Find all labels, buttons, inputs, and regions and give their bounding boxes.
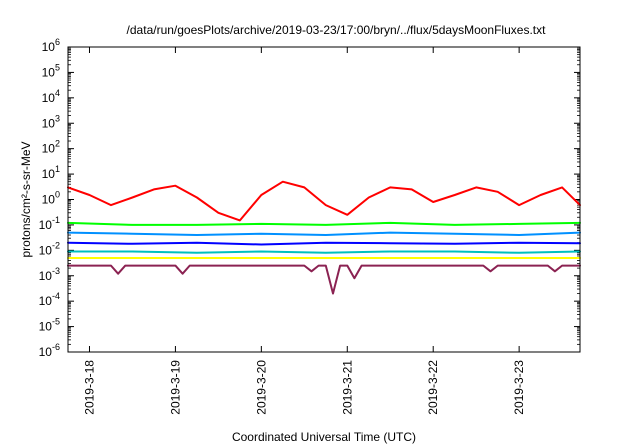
plot-frame: [67, 46, 581, 353]
y-tick-label: 106: [42, 37, 60, 54]
x-tick-label: 2019-3-20: [254, 360, 268, 415]
series-line-5: [67, 250, 581, 254]
y-tick-label: 10-1: [39, 215, 60, 232]
y-tick-label: 10-6: [39, 342, 60, 359]
y-axis-title: protons/cm²-s-sr-MeV: [19, 141, 33, 257]
y-tick-label: 10-3: [39, 266, 60, 283]
series-line-4: [67, 241, 581, 246]
y-tick-label: 103: [42, 113, 60, 130]
y-tick-label: 100: [42, 190, 60, 207]
series-line-2: [67, 221, 581, 226]
y-tick-label: 104: [42, 88, 60, 105]
y-tick-label: 10-2: [39, 240, 60, 257]
y-tick-label: 102: [42, 139, 60, 156]
series-line-3: [67, 231, 581, 236]
x-tick-label: 2019-3-22: [426, 360, 440, 415]
x-tick-label: 2019-3-23: [512, 360, 526, 415]
x-tick-label: 2019-3-21: [340, 360, 354, 415]
x-tick-label: 2019-3-19: [168, 360, 182, 415]
x-axis-title: Coordinated Universal Time (UTC): [232, 430, 416, 444]
x-tick-label: 2019-3-18: [82, 360, 96, 415]
series-line-1: [67, 180, 581, 222]
y-tick-label: 105: [42, 62, 60, 79]
series-line-7: [67, 264, 581, 295]
chart-title: /data/run/goesPlots/archive/2019-03-23/1…: [127, 23, 547, 37]
y-tick-label: 10-4: [39, 291, 60, 308]
y-tick-label: 101: [42, 164, 60, 181]
y-tick-label: 10-5: [39, 317, 60, 334]
